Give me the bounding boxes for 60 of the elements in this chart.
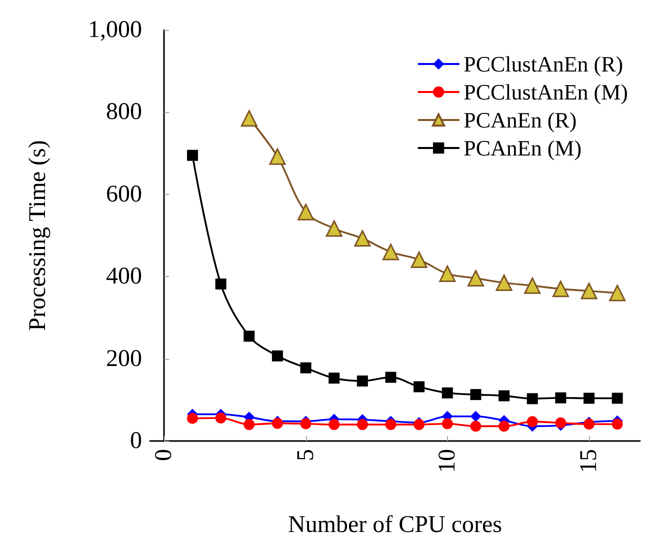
point: [414, 381, 425, 392]
point: [385, 419, 396, 430]
legend-label: PCClustAnEn (M): [464, 80, 628, 104]
x-tick-label: 5: [292, 449, 319, 461]
point: [526, 416, 538, 428]
point: [467, 270, 484, 286]
point: [552, 280, 569, 298]
point: [356, 419, 368, 430]
y-tick-label: 800: [106, 99, 142, 126]
legend-label: PCAnEn (M): [464, 136, 582, 160]
point: [215, 278, 226, 290]
x-axis-title: Number of CPU cores: [288, 512, 502, 538]
y-axis-title: Processing Time (s): [25, 140, 51, 331]
point: [300, 362, 312, 374]
point: [439, 265, 456, 282]
point: [328, 372, 340, 384]
point: [244, 419, 255, 430]
legend-label: PCClustAnEn (R): [464, 52, 624, 76]
point: [609, 284, 626, 302]
point: [186, 150, 198, 161]
point: [555, 392, 566, 404]
point: [410, 252, 428, 268]
point: [298, 204, 314, 220]
point: [470, 410, 482, 422]
point: [524, 277, 541, 294]
point: [526, 393, 538, 404]
point: [354, 230, 371, 247]
point: [186, 412, 198, 424]
point: [356, 375, 368, 386]
point: [580, 282, 598, 300]
point: [326, 220, 342, 237]
point: [470, 420, 482, 432]
point: [498, 420, 510, 432]
point: [612, 418, 623, 430]
point: [240, 110, 258, 127]
point: [612, 392, 623, 404]
point: [496, 274, 512, 292]
y-tick-label: 200: [106, 346, 142, 372]
point: [385, 372, 396, 383]
point: [442, 418, 453, 430]
y-tick-label: 600: [106, 181, 142, 208]
y-tick-label: 1,000: [88, 17, 142, 43]
legend-label: PCAnEn (R): [464, 108, 577, 132]
point: [382, 244, 399, 260]
x-tick-label: 15: [576, 449, 602, 473]
point: [442, 387, 453, 398]
point: [244, 330, 255, 342]
point: [470, 389, 482, 400]
point: [215, 412, 226, 424]
point: [498, 390, 510, 402]
point: [555, 417, 566, 428]
point: [300, 418, 312, 430]
y-tick-label: 400: [106, 264, 142, 290]
x-tick-label: 10: [434, 449, 460, 473]
point: [272, 350, 283, 362]
point: [328, 419, 340, 430]
x-tick-label: 0: [151, 449, 178, 461]
point: [269, 148, 286, 165]
point: [414, 419, 425, 430]
point: [584, 392, 595, 404]
